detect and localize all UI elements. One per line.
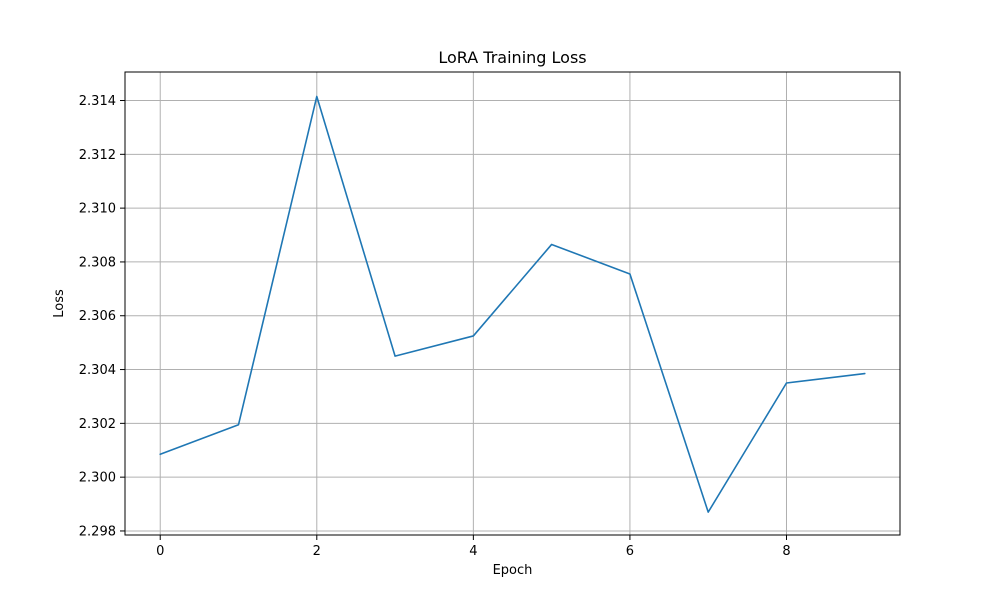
y-tick-label: 2.298 (79, 524, 116, 539)
x-tick-label: 8 (782, 544, 790, 559)
axes-frame (124, 71, 901, 536)
x-tick-label: 0 (156, 544, 164, 559)
y-tick-label: 2.306 (79, 309, 116, 324)
y-axis-label: Loss (52, 289, 67, 318)
y-tick-label: 2.314 (79, 94, 116, 109)
y-tick-label: 2.304 (79, 363, 116, 378)
loss-series-line (159, 95, 866, 513)
grid (125, 72, 900, 535)
series-layer (159, 95, 866, 513)
y-tick-label: 2.300 (79, 471, 116, 486)
y-tick-label: 2.308 (79, 255, 116, 270)
x-axis-label: Epoch (493, 563, 533, 578)
ticks: 0 2 4 6 8 2.298 2.300 2.302 2.304 2.306 2.308 2.310… (79, 94, 791, 559)
chart-title: LoRA Training Loss (438, 48, 586, 67)
x-tick-label: 2 (313, 544, 321, 559)
y-tick-label: 2.310 (79, 202, 116, 217)
y-tick-label: 2.312 (79, 148, 116, 163)
x-tick-label: 4 (469, 544, 477, 559)
x-tick-label: 6 (626, 544, 634, 559)
y-tick-label: 2.302 (79, 417, 116, 432)
